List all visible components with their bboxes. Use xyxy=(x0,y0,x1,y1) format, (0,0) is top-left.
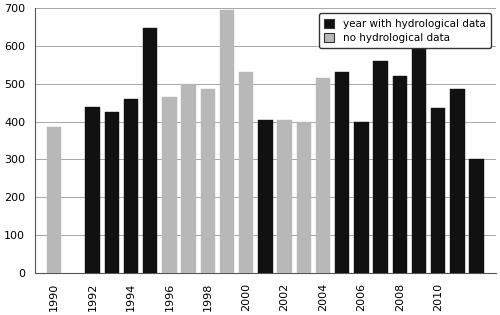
Bar xyxy=(143,28,158,273)
Bar xyxy=(470,159,484,273)
Bar xyxy=(104,112,119,273)
Bar xyxy=(162,97,176,273)
Bar xyxy=(86,107,100,273)
Bar xyxy=(335,72,349,273)
Bar xyxy=(374,61,388,273)
Bar xyxy=(354,122,368,273)
Bar xyxy=(124,99,138,273)
Bar xyxy=(431,108,446,273)
Bar xyxy=(239,72,254,273)
Bar xyxy=(392,76,407,273)
Bar xyxy=(200,89,215,273)
Bar xyxy=(258,120,272,273)
Bar xyxy=(450,89,464,273)
Bar xyxy=(316,78,330,273)
Bar xyxy=(278,120,292,273)
Bar xyxy=(412,42,426,273)
Bar xyxy=(47,127,62,273)
Bar xyxy=(296,122,311,273)
Bar xyxy=(220,10,234,273)
Bar xyxy=(182,84,196,273)
Legend: year with hydrological data, no hydrological data: year with hydrological data, no hydrolog… xyxy=(318,13,490,49)
